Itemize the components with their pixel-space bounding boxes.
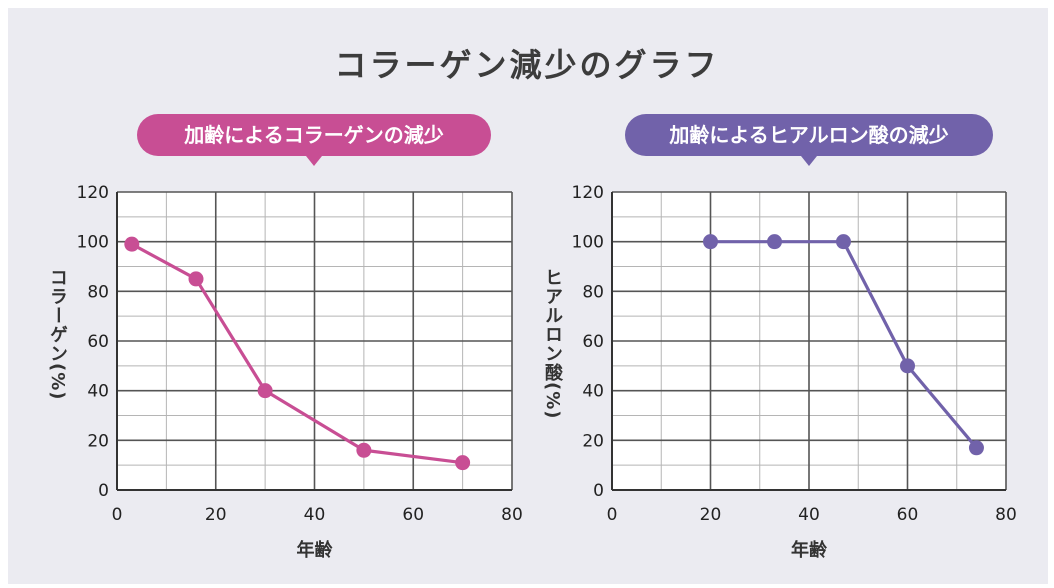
y-tick-label: 80 <box>582 282 604 302</box>
y-tick-label: 100 <box>572 233 604 253</box>
badge-pointer <box>801 156 817 166</box>
x-tick-label: 20 <box>205 505 227 525</box>
y-tick-label: 60 <box>582 332 604 352</box>
chart-title-badge-hyaluronic: 加齢によるヒアルロン酸の減少 <box>625 114 993 166</box>
x-tick-label: 60 <box>402 505 424 525</box>
y-tick-label: 100 <box>77 233 109 253</box>
badge-pointer <box>306 156 322 166</box>
data-point <box>455 455 471 471</box>
y-tick-label: 80 <box>87 282 109 302</box>
x-axis-label: 年齢 <box>791 539 828 561</box>
y-tick-label: 0 <box>593 481 604 501</box>
data-point <box>124 236 140 252</box>
x-tick-label: 0 <box>112 505 123 525</box>
data-point <box>257 383 273 399</box>
y-tick-label: 40 <box>87 382 109 402</box>
data-point <box>900 358 915 374</box>
y-axis-label-hyaluronic: ヒアルロン酸(%) <box>542 268 563 420</box>
y-tick-label: 0 <box>98 481 109 501</box>
chart-title-hyaluronic: 加齢によるヒアルロン酸の減少 <box>669 123 949 147</box>
y-tick-label: 20 <box>87 431 109 451</box>
y-tick-label: 120 <box>572 183 604 203</box>
x-tick-label: 80 <box>995 505 1017 525</box>
x-tick-label: 20 <box>700 505 722 525</box>
y-tick-label: 40 <box>582 382 604 402</box>
data-point <box>188 271 204 287</box>
y-tick-label: 60 <box>87 332 109 352</box>
page-title: コラーゲン減少のグラフ <box>334 46 720 84</box>
chart-hyaluronic: 0 20 40 60 80 100 120 0 20 40 60 80 年齢 <box>572 183 1017 561</box>
x-axis-label: 年齢 <box>297 539 334 561</box>
chart-collagen: 0 20 40 60 80 100 120 0 20 40 60 80 年齢 <box>77 183 523 561</box>
data-point <box>835 234 851 250</box>
data-point <box>767 234 783 250</box>
chart-title-collagen: 加齢によるコラーゲンの減少 <box>184 123 444 147</box>
data-point <box>968 440 984 456</box>
data-point <box>703 234 718 250</box>
y-axis-label-collagen: コラーゲン(%) <box>47 268 68 401</box>
data-point <box>356 442 372 458</box>
chart-title-badge-collagen: 加齢によるコラーゲンの減少 <box>137 114 491 166</box>
x-tick-label: 40 <box>798 505 820 525</box>
x-tick-label: 40 <box>304 505 326 525</box>
x-tick-label: 0 <box>607 505 618 525</box>
y-tick-label: 20 <box>582 431 604 451</box>
x-tick-label: 60 <box>897 505 919 525</box>
y-tick-label: 120 <box>77 183 109 203</box>
x-tick-label: 80 <box>501 505 523 525</box>
